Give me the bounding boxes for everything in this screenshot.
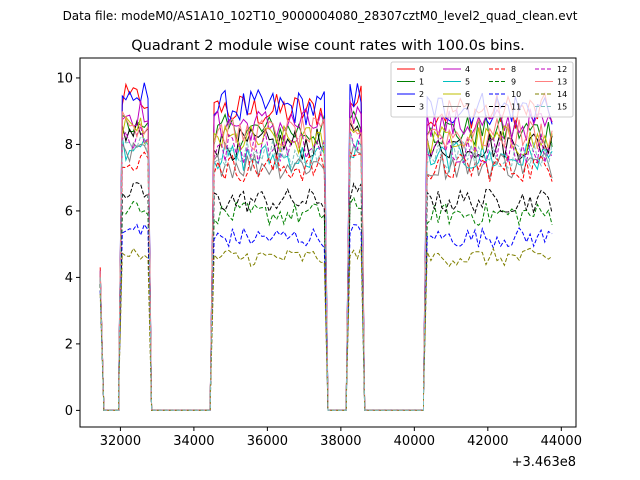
legend-label: 11 xyxy=(511,103,521,112)
legend-label: 3 xyxy=(419,103,424,112)
series-line-15 xyxy=(99,132,553,411)
legend-label: 12 xyxy=(557,65,567,74)
legend-box xyxy=(390,61,574,118)
y-tick-label: 2 xyxy=(65,337,73,352)
x-tick-label: 44000 xyxy=(541,434,582,449)
series-line-9 xyxy=(99,196,553,411)
x-tick-label: 34000 xyxy=(173,434,214,449)
x-tick-label: 32000 xyxy=(100,434,141,449)
legend-label: 13 xyxy=(557,78,567,87)
axes-frame xyxy=(79,57,577,428)
y-axis: 0 2 4 6 8 10 xyxy=(56,71,80,419)
series-line-10 xyxy=(99,223,553,411)
legend-label: 6 xyxy=(465,90,470,99)
chart-suptitle: Data file: modeM0/AS1A10_102T10_90000040… xyxy=(63,9,578,23)
legend-label: 1 xyxy=(419,78,424,87)
legend-label: 8 xyxy=(511,65,516,74)
series-group xyxy=(99,82,553,411)
legend-label: 14 xyxy=(557,90,567,99)
legend-label: 2 xyxy=(419,90,424,99)
x-tick-label: 40000 xyxy=(394,434,435,449)
chart-title: Quadrant 2 module wise count rates with … xyxy=(131,38,525,54)
x-tick-label: 36000 xyxy=(247,434,288,449)
legend-label: 7 xyxy=(465,103,470,112)
legend-label: 10 xyxy=(511,90,521,99)
y-tick-label: 0 xyxy=(65,404,73,419)
x-offset-label: +3.463e8 xyxy=(512,455,576,470)
legend-label: 9 xyxy=(511,78,516,87)
x-tick-label: 38000 xyxy=(320,434,361,449)
legend-label: 15 xyxy=(557,103,567,112)
legend-label: 0 xyxy=(419,65,424,74)
series-line-11 xyxy=(99,182,553,411)
x-tick-label: 42000 xyxy=(467,434,508,449)
y-tick-label: 4 xyxy=(65,271,73,286)
y-tick-label: 6 xyxy=(65,204,73,219)
series-line-13 xyxy=(99,111,553,411)
y-tick-label: 10 xyxy=(56,71,73,86)
y-tick-label: 8 xyxy=(65,138,73,153)
legend-label: 4 xyxy=(465,65,470,74)
x-axis: 32000 34000 36000 38000 40000 42000 44000 xyxy=(100,427,582,449)
series-line-14 xyxy=(99,246,553,411)
legend-label: 5 xyxy=(465,78,470,87)
